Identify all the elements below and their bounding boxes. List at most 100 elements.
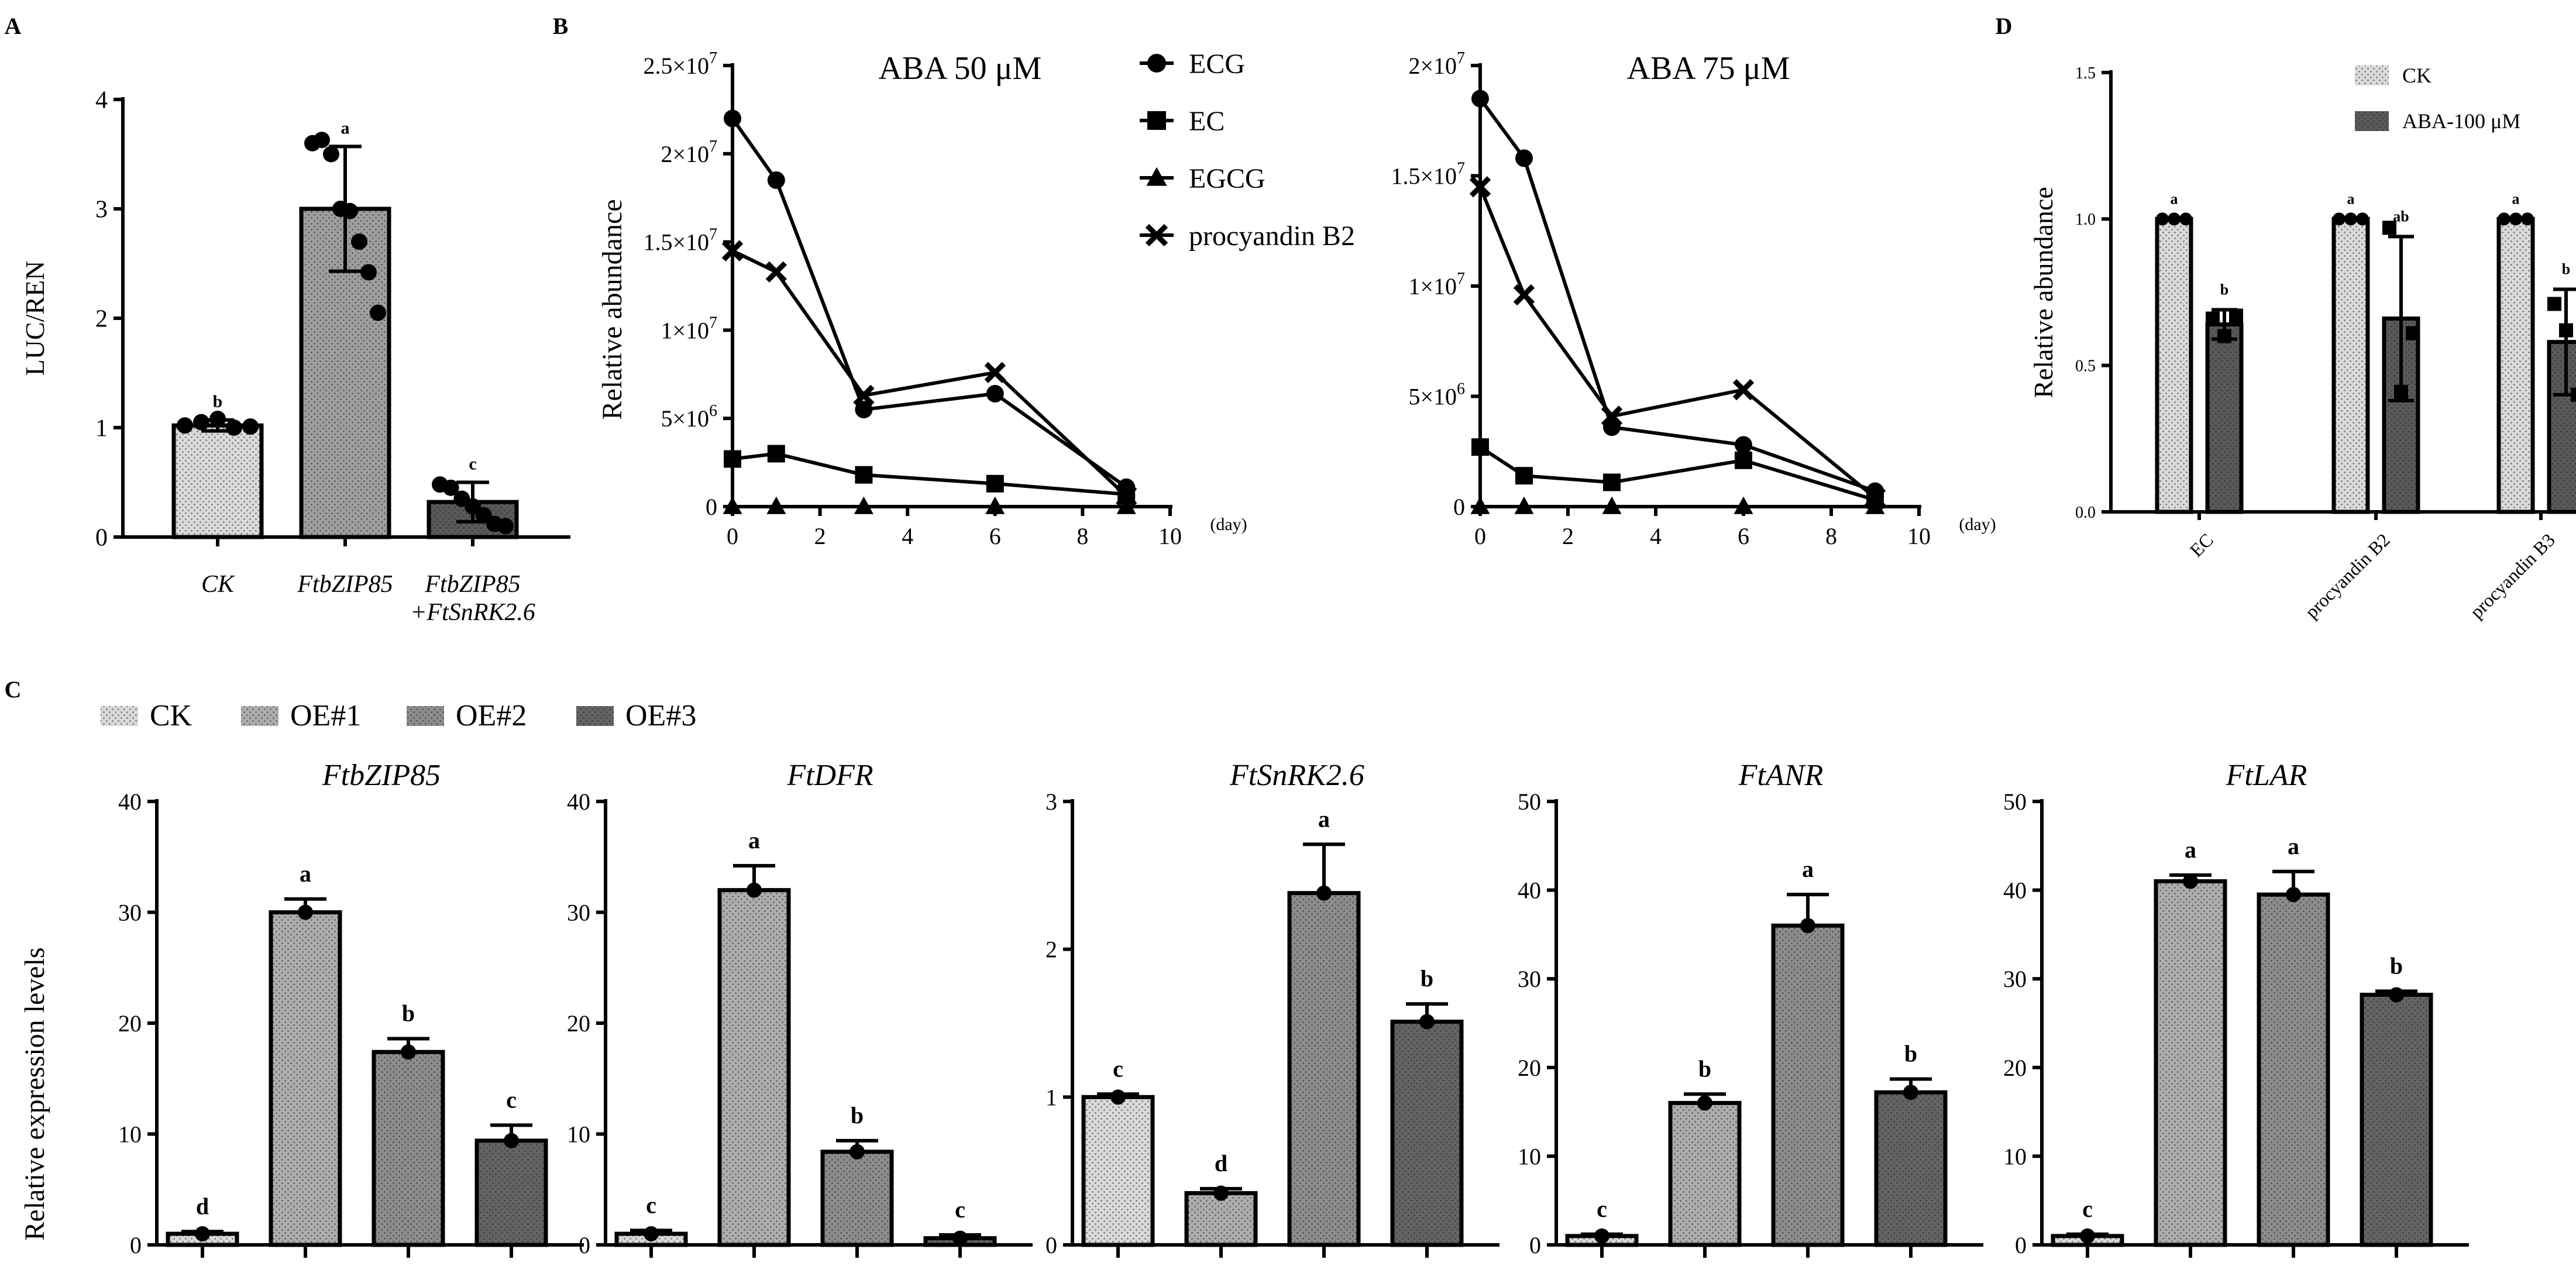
c-sig-letter: c [1597, 1196, 1607, 1222]
c-data-point [2286, 887, 2301, 903]
c-ytick-label: 30 [118, 900, 142, 926]
b2-xtick-label: 6 [1738, 523, 1749, 549]
b2-data-point [1470, 496, 1490, 514]
c-data-point [850, 1144, 865, 1159]
b1-ytick-label: 2.5×107 [643, 49, 717, 79]
b1-data-point [723, 496, 742, 514]
a-ytick-label: 0 [95, 525, 108, 552]
b2-ytick-label: 1.5×107 [1391, 160, 1465, 190]
d-data-point [2498, 212, 2510, 226]
b2-data-point [1735, 451, 1752, 469]
b2-data-point [1735, 436, 1752, 454]
a-data-point [209, 411, 226, 428]
c-bar-dots [720, 890, 789, 1245]
c-bar-dots [1392, 1021, 1461, 1245]
b2-data-point [1471, 90, 1489, 108]
c-bar-dots [2362, 994, 2431, 1245]
b2-xtick-label: 0 [1474, 523, 1486, 549]
c-ytick-label: 30 [567, 900, 590, 926]
d-data-point [2521, 212, 2534, 226]
b1-series-line [732, 452, 1127, 496]
c-ytick-label: 10 [118, 1121, 142, 1148]
a-sig-letter: c [469, 455, 476, 474]
d-sig-letter: b [2220, 281, 2228, 298]
c-legend-label: CK [150, 699, 192, 732]
a-data-point [342, 202, 358, 219]
c-ytick-label: 40 [118, 789, 142, 815]
a-data-point [193, 414, 209, 431]
b2-data-point-b [1601, 405, 1623, 427]
d-bar-dots [2549, 342, 2576, 512]
c-sig-letter: c [2082, 1196, 2093, 1222]
b1-legend-label: EC [1189, 106, 1225, 137]
c-data-point [298, 904, 313, 920]
c-data-point [195, 1226, 210, 1242]
d-data-point [2179, 212, 2192, 226]
b1-xtick-label: 10 [1158, 523, 1182, 549]
c-data-point [1697, 1095, 1712, 1111]
b2-data-point [1471, 438, 1489, 456]
c-ytick-label: 50 [1518, 789, 1541, 815]
c-bar-dots [1289, 893, 1358, 1245]
b2-data-point [1734, 496, 1753, 514]
c-sig-letter: a [2185, 837, 2196, 863]
b1-xtick-label: 2 [814, 523, 826, 549]
c-ytick-label: 40 [2003, 878, 2027, 904]
c-ytick-label: 0 [130, 1232, 142, 1258]
d-bar-dots [2499, 219, 2533, 512]
c-legend-swatch-dots [576, 706, 614, 726]
d-bar-dots [2207, 324, 2241, 512]
b1-ytick-label: 1.5×107 [643, 226, 717, 256]
c-legend-label: OE#2 [456, 699, 527, 732]
d-data-point [2168, 212, 2181, 226]
d-sig-letter: b [2562, 260, 2570, 277]
d-legend-label: ABA-100 μM [2402, 109, 2520, 133]
b1-legend-marker [1145, 223, 1168, 247]
b1-data-point-b [721, 240, 744, 261]
b2-data-point [1513, 284, 1535, 306]
d-bar-dots [2157, 219, 2191, 512]
panel-a: A01234LUC/RENbCKaFtbZIP85cFtbZIP85+FtSnR… [5, 13, 570, 626]
b2-ytick-label: 5×106 [1408, 380, 1465, 410]
b1-series-line [731, 249, 1128, 498]
c-ytick-label: 10 [1518, 1143, 1541, 1169]
b1-legend-marker [1147, 111, 1166, 130]
a-data-point [475, 507, 492, 524]
a-data-point [242, 418, 259, 435]
b1-data-point [986, 384, 1004, 402]
c-data-point [644, 1226, 659, 1242]
b2-ytick-label: 2×107 [1408, 49, 1465, 79]
c-subplot-title: FtDFR [786, 759, 873, 792]
b1-data-point [853, 384, 875, 407]
d-data-point [2344, 212, 2357, 226]
c-data-point [1903, 1085, 1918, 1100]
b1-data-point [1116, 496, 1136, 514]
b1-data-point [854, 496, 873, 514]
c-bar-dots [1186, 1193, 1256, 1245]
c-ytick-label: 20 [1518, 1055, 1541, 1081]
d-data-point [2559, 323, 2573, 338]
c-subplot: 0 10 20 30 40 FtbZIP85 d a b c [118, 759, 584, 1258]
d-data-point [2382, 221, 2396, 235]
b1-xtick-label: 0 [727, 523, 738, 549]
c-sig-letter: a [748, 827, 760, 854]
c-bar-dots [823, 1151, 892, 1245]
a-data-point [314, 132, 330, 149]
c-data-point [1213, 1185, 1229, 1201]
c-subplot-title: FtSnRK2.6 [1229, 759, 1364, 792]
d-ytick-label: 0.5 [2075, 357, 2096, 375]
d-ylabel: Relative abundance [2028, 187, 2058, 398]
c-data-point [1800, 918, 1815, 934]
d-sig-letter: a [2512, 190, 2520, 207]
b2-data-point [1469, 176, 1491, 198]
b1-data-point [1116, 485, 1137, 507]
c-bar-dots [1670, 1103, 1739, 1245]
b2-title: ABA 75 μM [1627, 50, 1790, 87]
b1-data-point [724, 450, 741, 468]
b1-legend-label: EGCG [1189, 163, 1265, 194]
b2-data-point [1865, 496, 1885, 514]
a-data-point [323, 146, 339, 163]
c-ytick-label: 40 [567, 789, 590, 815]
b1-data-point [984, 362, 1006, 383]
